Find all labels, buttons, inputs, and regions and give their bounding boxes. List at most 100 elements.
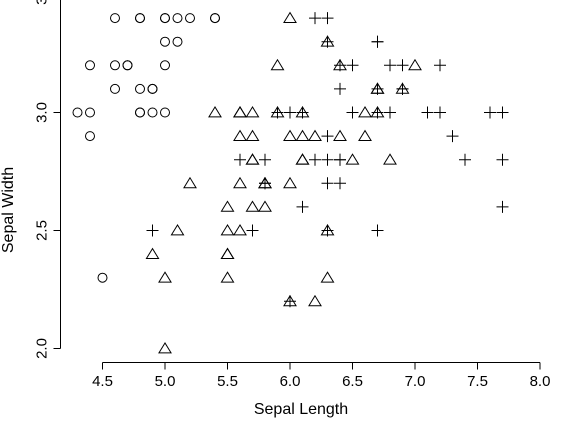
point-triangle bbox=[308, 294, 322, 307]
point-triangle bbox=[283, 11, 297, 23]
point-circle bbox=[210, 13, 220, 24]
point-circle bbox=[185, 13, 195, 24]
point-triangle bbox=[358, 106, 372, 118]
point-circle bbox=[135, 13, 145, 24]
point-triangle bbox=[170, 224, 185, 236]
point-triangle bbox=[295, 129, 310, 141]
y-tick-label: 3.0 bbox=[34, 102, 51, 123]
point-plus bbox=[396, 82, 409, 95]
point-circle bbox=[172, 13, 183, 24]
point-triangle bbox=[220, 247, 235, 259]
point-circle bbox=[85, 107, 95, 118]
point-triangle bbox=[308, 129, 322, 141]
x-tick-label: 6.5 bbox=[342, 373, 363, 390]
point-plus bbox=[384, 106, 396, 119]
point-plus bbox=[309, 153, 321, 166]
point-triangle bbox=[270, 58, 285, 71]
point-circle bbox=[110, 60, 120, 71]
point-plus bbox=[321, 12, 334, 25]
point-triangle bbox=[345, 153, 360, 165]
point-triangle bbox=[183, 176, 197, 189]
y-axis-title: Sepal Width bbox=[0, 167, 17, 253]
point-triangle bbox=[158, 271, 172, 283]
point-triangle bbox=[333, 129, 347, 141]
point-triangle bbox=[358, 129, 372, 141]
point-circle bbox=[110, 13, 120, 24]
point-triangle bbox=[233, 224, 247, 236]
x-tick-label: 7.0 bbox=[405, 373, 426, 390]
point-plus bbox=[434, 106, 446, 119]
point-triangle bbox=[295, 153, 310, 165]
point-plus bbox=[259, 153, 271, 166]
point-triangle bbox=[408, 58, 422, 71]
point-circle bbox=[110, 83, 120, 94]
x-tick-label: 6.0 bbox=[280, 373, 301, 390]
point-triangle bbox=[220, 200, 235, 212]
point-plus bbox=[321, 130, 334, 143]
point-triangle bbox=[258, 200, 272, 212]
point-plus bbox=[484, 106, 496, 119]
point-plus bbox=[421, 106, 434, 119]
x-axis: 4.5 5.0 5.5 6.0 6.5 7.0 7.5 8.0 bbox=[92, 362, 551, 390]
point-triangle bbox=[245, 153, 260, 165]
point-plus bbox=[346, 106, 359, 119]
point-plus bbox=[384, 59, 396, 72]
point-triangle bbox=[220, 271, 235, 283]
point-triangle bbox=[233, 106, 247, 118]
y-tick-label: 2.0 bbox=[34, 338, 51, 359]
point-plus bbox=[234, 153, 246, 166]
point-plus bbox=[321, 224, 334, 237]
point-circle bbox=[160, 36, 170, 47]
point-circle bbox=[172, 36, 183, 47]
point-circle bbox=[122, 60, 133, 71]
x-tick-label: 4.5 bbox=[92, 373, 113, 390]
point-circle bbox=[147, 107, 158, 118]
point-plus bbox=[321, 35, 334, 48]
point-triangle bbox=[245, 200, 260, 212]
point-triangle bbox=[220, 224, 235, 236]
point-triangle bbox=[245, 153, 260, 165]
point-plus bbox=[271, 106, 284, 119]
point-plus bbox=[446, 130, 459, 143]
point-triangle bbox=[158, 342, 172, 354]
point-plus bbox=[496, 106, 509, 119]
y-tick-label: 2.5 bbox=[34, 220, 51, 241]
point-triangle bbox=[233, 176, 247, 189]
x-tick-label: 5.5 bbox=[217, 373, 238, 390]
point-plus bbox=[434, 59, 446, 72]
point-circle bbox=[135, 107, 145, 118]
point-plus bbox=[284, 295, 296, 308]
point-plus bbox=[459, 153, 471, 166]
point-triangle bbox=[145, 247, 160, 259]
point-plus bbox=[496, 200, 509, 213]
point-triangle bbox=[383, 153, 397, 165]
x-tick-label: 5.0 bbox=[155, 373, 176, 390]
point-circle bbox=[85, 131, 95, 142]
point-plus bbox=[259, 177, 271, 190]
point-plus bbox=[246, 224, 259, 237]
point-triangle bbox=[233, 129, 247, 141]
point-plus bbox=[321, 153, 334, 166]
point-triangle bbox=[245, 106, 260, 118]
data-points bbox=[72, 11, 509, 354]
point-plus bbox=[396, 59, 409, 72]
y-tick-label: 3.5 bbox=[34, 0, 51, 5]
point-triangle bbox=[283, 129, 297, 141]
point-plus bbox=[296, 106, 309, 119]
point-triangle bbox=[208, 106, 222, 118]
point-plus bbox=[334, 82, 346, 95]
point-plus bbox=[284, 106, 296, 119]
point-plus bbox=[371, 224, 384, 237]
point-triangle bbox=[320, 271, 335, 283]
point-plus bbox=[146, 224, 159, 237]
x-tick-label: 7.5 bbox=[467, 373, 488, 390]
point-plus bbox=[334, 177, 346, 190]
point-circle bbox=[97, 272, 108, 283]
point-plus bbox=[334, 153, 346, 166]
x-tick-label: 8.0 bbox=[530, 373, 551, 390]
point-triangle bbox=[220, 247, 235, 259]
point-triangle bbox=[295, 153, 310, 165]
point-circle bbox=[160, 107, 170, 118]
point-plus bbox=[334, 59, 346, 72]
